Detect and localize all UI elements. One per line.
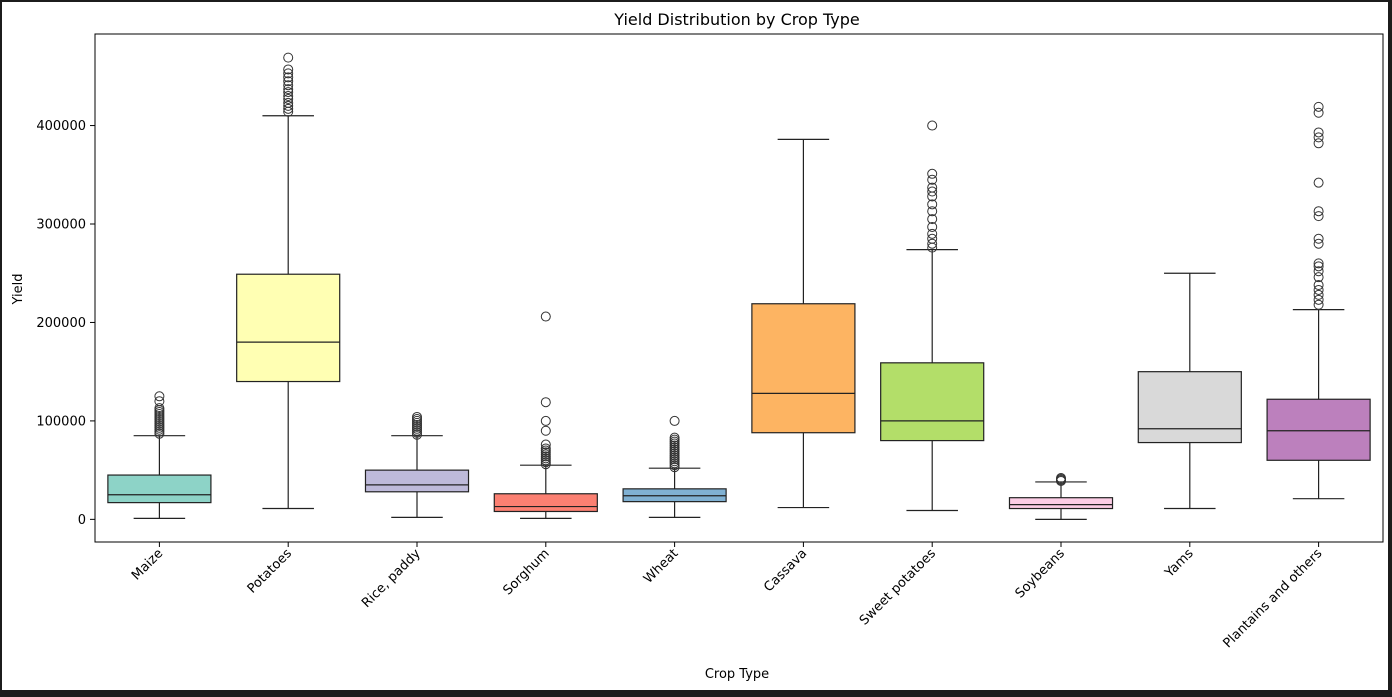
outlier-point	[1313, 127, 1324, 138]
outlier-point	[540, 439, 551, 450]
outlier-point	[1056, 473, 1066, 484]
box-sweet-potatoes	[880, 362, 985, 442]
outlier-point	[283, 91, 294, 102]
outlier-point	[540, 397, 551, 408]
y-tick-label: 400000	[36, 119, 86, 134]
outlier-point	[927, 238, 938, 249]
plot-area: 0 100000 200000 300000 400000 Maize Potatoes Ri…	[36, 33, 1384, 651]
outlier-point	[1313, 101, 1324, 112]
outlier-point	[1313, 233, 1324, 244]
x-tick-label: Sweet potatoes	[857, 546, 939, 628]
outlier-point	[283, 80, 294, 91]
outlier-point	[1313, 258, 1324, 269]
outlier-point	[540, 425, 551, 436]
y-tick-label: 100000	[36, 414, 86, 429]
outlier-point	[1313, 206, 1324, 217]
outlier-point	[283, 52, 294, 63]
outlier-point	[283, 72, 294, 83]
outlier-point	[1313, 272, 1324, 283]
outlier-point	[1313, 107, 1324, 118]
outlier-point	[540, 415, 551, 426]
outlier-point	[283, 84, 294, 95]
box-plantains-and-others	[1266, 398, 1371, 461]
outlier-point	[1313, 294, 1324, 305]
outlier-point	[1313, 280, 1324, 291]
outlier-point	[927, 174, 938, 185]
outlier-point	[1313, 299, 1324, 310]
x-axis-label: Crop Type	[705, 667, 769, 682]
outlier-point	[927, 168, 938, 179]
outlier-point	[1313, 211, 1324, 222]
outlier-point	[927, 199, 938, 210]
outlier-point	[927, 186, 938, 197]
outlier-point	[283, 68, 294, 79]
y-axis-label: Yield	[11, 274, 26, 306]
box-soybeans	[1008, 497, 1114, 510]
outlier-point	[283, 93, 294, 104]
chart-title: Yield Distribution by Crop Type	[613, 10, 860, 29]
outlier-point	[1313, 284, 1324, 295]
outlier-point	[412, 411, 422, 422]
outlier-point	[669, 432, 680, 443]
outlier-point	[927, 182, 938, 193]
outlier-point	[154, 403, 165, 414]
outlier-point	[927, 206, 938, 217]
outlier-point	[1313, 266, 1324, 277]
x-tick-label: Plantains and others	[1220, 546, 1325, 651]
outlier-point	[283, 103, 294, 114]
outlier-point	[1313, 132, 1324, 143]
box-maize	[107, 474, 212, 504]
outlier-point	[283, 87, 294, 98]
x-tick-label: Soybeans	[1013, 546, 1068, 601]
outlier-point	[1313, 177, 1324, 188]
box-sorghum	[493, 493, 598, 513]
y-tick-label: 200000	[36, 316, 86, 331]
outlier-point	[540, 443, 551, 454]
outlier-point	[927, 221, 938, 232]
x-tick-label: Potatoes	[245, 546, 296, 597]
y-tick-label: 300000	[36, 218, 86, 233]
x-tick-label: Maize	[129, 546, 166, 583]
box-rice-paddy	[364, 469, 470, 493]
outlier-point	[154, 391, 165, 402]
x-tick-label: Rice, paddy	[359, 546, 424, 611]
x-tick-label: Yams	[1162, 546, 1197, 581]
outlier-point	[669, 415, 680, 426]
plot-frame	[94, 33, 1384, 543]
outlier-point	[283, 76, 294, 87]
outlier-point	[927, 233, 938, 244]
outlier-point	[540, 311, 551, 322]
outlier-point	[1313, 238, 1324, 249]
box-yams	[1137, 371, 1242, 444]
outlier-point	[927, 120, 938, 131]
x-tick-label: Wheat	[641, 546, 681, 586]
x-tick-label: Sorghum	[501, 546, 553, 598]
x-tick-label: Cassava	[761, 546, 810, 595]
outlier-point	[1313, 289, 1324, 300]
box-potatoes	[236, 273, 341, 383]
box-cassava	[751, 303, 856, 434]
y-tick-label: 0	[78, 513, 86, 528]
outlier-point	[927, 214, 938, 225]
outlier-point	[927, 228, 938, 239]
outlier-point	[1313, 261, 1324, 272]
outlier-point	[1313, 138, 1324, 149]
outlier-point	[283, 100, 294, 111]
outlier-point	[283, 64, 294, 75]
outlier-point	[283, 97, 294, 108]
outlier-point	[154, 396, 165, 407]
